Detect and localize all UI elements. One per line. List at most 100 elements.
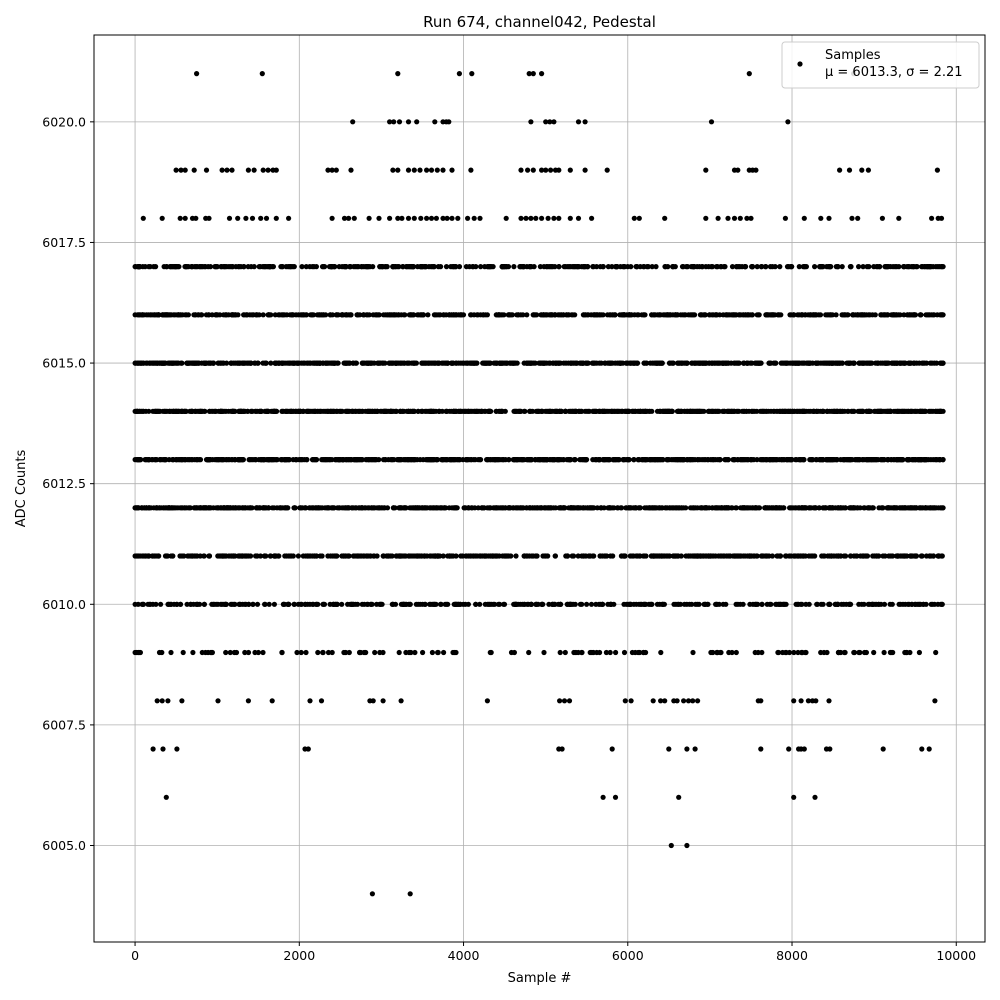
data-point bbox=[350, 119, 356, 125]
data-point bbox=[597, 408, 603, 414]
data-point bbox=[493, 505, 499, 511]
data-point bbox=[911, 553, 918, 559]
data-point bbox=[886, 505, 892, 511]
data-point bbox=[406, 649, 412, 656]
data-point bbox=[222, 312, 228, 318]
data-point bbox=[182, 167, 188, 173]
data-point bbox=[289, 312, 295, 318]
data-point bbox=[836, 649, 842, 656]
data-point bbox=[899, 457, 906, 463]
data-point bbox=[689, 312, 696, 318]
data-point bbox=[261, 457, 267, 463]
data-point bbox=[302, 601, 308, 607]
data-point bbox=[533, 601, 539, 607]
data-point bbox=[593, 601, 599, 607]
data-point bbox=[182, 215, 188, 221]
data-point bbox=[906, 360, 912, 366]
data-point bbox=[537, 360, 543, 366]
data-point bbox=[329, 215, 335, 221]
data-point bbox=[674, 698, 680, 704]
data-point bbox=[193, 408, 199, 414]
data-point bbox=[569, 601, 575, 607]
data-point bbox=[405, 215, 412, 221]
data-point bbox=[310, 601, 316, 607]
data-point bbox=[491, 360, 497, 366]
data-point bbox=[359, 457, 365, 463]
data-point bbox=[333, 167, 339, 173]
data-point bbox=[532, 505, 538, 511]
data-point bbox=[342, 553, 348, 559]
data-point bbox=[668, 457, 675, 463]
data-point bbox=[170, 457, 176, 463]
data-point bbox=[842, 457, 848, 463]
data-point bbox=[803, 505, 809, 511]
data-point bbox=[930, 457, 936, 463]
data-point bbox=[142, 553, 148, 559]
data-point bbox=[598, 505, 604, 511]
data-point bbox=[579, 601, 585, 607]
data-point bbox=[803, 601, 809, 607]
data-point bbox=[799, 505, 805, 511]
data-point bbox=[690, 457, 696, 463]
data-point bbox=[208, 649, 214, 656]
data-point bbox=[477, 215, 483, 221]
data-point bbox=[770, 408, 777, 414]
data-point bbox=[658, 698, 664, 704]
data-point bbox=[568, 505, 574, 511]
data-point bbox=[907, 649, 913, 656]
data-point bbox=[627, 360, 633, 366]
data-point bbox=[586, 553, 592, 559]
data-point bbox=[449, 215, 455, 221]
data-point bbox=[174, 360, 180, 366]
data-point bbox=[684, 842, 690, 849]
data-point bbox=[630, 553, 637, 559]
data-point bbox=[566, 408, 572, 414]
data-point bbox=[933, 649, 939, 656]
data-point bbox=[804, 408, 810, 414]
data-point bbox=[147, 601, 153, 607]
data-point bbox=[783, 553, 789, 559]
data-point bbox=[837, 505, 844, 511]
data-point bbox=[910, 457, 916, 463]
data-point bbox=[711, 360, 717, 366]
data-point bbox=[918, 408, 924, 414]
data-point bbox=[150, 408, 156, 414]
data-point bbox=[669, 505, 675, 511]
data-point bbox=[690, 698, 696, 704]
data-point bbox=[693, 505, 699, 511]
data-point bbox=[594, 360, 600, 366]
data-point bbox=[179, 408, 185, 414]
data-point bbox=[608, 360, 614, 366]
data-point bbox=[210, 601, 216, 607]
data-point bbox=[656, 457, 662, 463]
data-point bbox=[793, 601, 799, 607]
data-point bbox=[300, 553, 306, 559]
data-point bbox=[518, 505, 524, 511]
data-point bbox=[927, 408, 933, 414]
data-point bbox=[203, 167, 210, 173]
data-point bbox=[584, 601, 590, 607]
data-point bbox=[550, 601, 556, 607]
data-point bbox=[681, 698, 687, 704]
data-point bbox=[824, 408, 831, 414]
data-point bbox=[166, 457, 172, 463]
data-point bbox=[703, 505, 709, 511]
data-point bbox=[445, 553, 451, 559]
data-point bbox=[314, 312, 320, 318]
data-point bbox=[518, 215, 524, 221]
data-point bbox=[839, 360, 845, 366]
data-point bbox=[283, 457, 289, 463]
data-point bbox=[445, 360, 451, 366]
data-point bbox=[140, 408, 147, 414]
data-point bbox=[839, 408, 846, 414]
data-point bbox=[613, 649, 619, 656]
data-point bbox=[346, 215, 352, 221]
data-point bbox=[764, 601, 770, 607]
data-point bbox=[745, 505, 751, 511]
data-point bbox=[835, 601, 841, 607]
data-point bbox=[817, 312, 824, 318]
data-point bbox=[305, 553, 311, 559]
data-point bbox=[437, 601, 444, 607]
data-point bbox=[565, 312, 571, 318]
data-point bbox=[670, 360, 676, 366]
